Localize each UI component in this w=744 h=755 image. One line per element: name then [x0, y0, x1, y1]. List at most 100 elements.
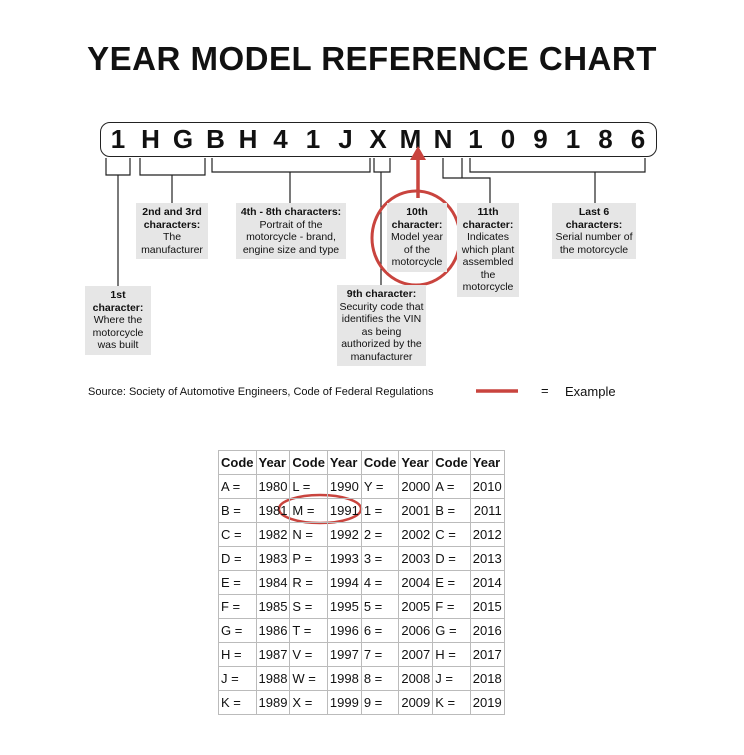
label-9th: 9th character: Security code that identif…	[337, 285, 426, 366]
year-cell: 1992	[326, 522, 362, 547]
column-header: Year	[326, 450, 362, 475]
code-cell: F =	[432, 594, 471, 619]
vin-char: 6	[630, 124, 646, 154]
year-cell: 2000	[398, 474, 434, 499]
source-text: Source: Society of Automotive Engineers,…	[88, 386, 434, 398]
year-cell: 1987	[255, 642, 291, 667]
vin-char: H	[238, 124, 258, 154]
year-cell: 2011	[469, 498, 505, 523]
arrow-head-icon	[410, 146, 426, 160]
code-cell: 1 =	[360, 498, 400, 523]
year-cell: 1980	[255, 474, 291, 499]
code-cell: V =	[289, 642, 328, 667]
code-cell: P =	[289, 546, 328, 571]
year-cell: 2014	[469, 570, 505, 595]
year-cell: 2010	[469, 474, 505, 499]
year-cell: 2005	[398, 594, 434, 619]
table-row: J = 1988 W = 1998 8 = 2008 J = 2018	[218, 666, 505, 691]
code-cell: 8 =	[360, 666, 400, 691]
label-10th: 10th character: Model year of the motorcy…	[387, 203, 447, 272]
label-1st: 1st character: Where the motorcycle was b…	[85, 286, 151, 355]
page-title: YEAR MODEL REFERENCE CHART	[87, 40, 657, 77]
year-cell: 1981	[255, 498, 291, 523]
code-cell: 7 =	[360, 642, 400, 667]
year-cell: 2007	[398, 642, 434, 667]
label-last6: Last 6 characters: Serial number of the m…	[552, 203, 636, 259]
code-cell: R =	[289, 570, 328, 595]
code-cell: 2 =	[360, 522, 400, 547]
code-cell: E =	[218, 570, 257, 595]
vin-char: H	[141, 124, 160, 154]
vin-char: G	[172, 124, 194, 154]
code-cell: T =	[289, 618, 328, 643]
legend-equals: =	[541, 383, 549, 398]
year-cell: 2009	[398, 690, 434, 715]
code-cell: X =	[289, 690, 328, 715]
table-row: E = 1984 R = 1994 4 = 2004 E = 2014	[218, 570, 505, 595]
year-cell: 2012	[469, 522, 505, 547]
vin-char: 4	[273, 124, 288, 154]
year-cell: 1985	[255, 594, 291, 619]
year-cell: 1988	[255, 666, 291, 691]
code-cell: K =	[218, 690, 257, 715]
code-cell: L =	[289, 474, 328, 499]
legend-label: Example	[565, 384, 616, 399]
vin-char: N	[433, 124, 453, 154]
code-cell: D =	[432, 546, 471, 571]
code-cell: E =	[432, 570, 471, 595]
code-cell: J =	[432, 666, 471, 691]
year-cell: 1993	[326, 546, 362, 571]
code-cell: A =	[432, 474, 471, 499]
code-cell: N =	[289, 522, 328, 547]
vin-char: 8	[598, 124, 613, 154]
code-cell: 4 =	[360, 570, 400, 595]
year-cell: 2013	[469, 546, 505, 571]
code-cell: A =	[218, 474, 257, 499]
code-cell: W =	[289, 666, 328, 691]
year-cell: 1984	[255, 570, 291, 595]
vin-char: 1	[305, 124, 321, 154]
year-cell: 2019	[469, 690, 505, 715]
table-row: B = 1981 M = 1991 1 = 2001 B = 2011	[218, 498, 505, 523]
table-row: G = 1986 T = 1996 6 = 2006 G = 2016	[218, 618, 505, 643]
year-cell: 2004	[398, 570, 434, 595]
bracket-2-3	[139, 158, 206, 204]
code-cell: 9 =	[360, 690, 400, 715]
code-cell: S =	[289, 594, 328, 619]
year-cell: 1983	[255, 546, 291, 571]
bracket-4-8	[211, 158, 371, 203]
column-header: Code	[289, 450, 328, 475]
column-header: Code	[218, 450, 257, 475]
year-cell: 1998	[326, 666, 362, 691]
column-header: Year	[469, 450, 505, 475]
year-cell: 1990	[326, 474, 362, 499]
vin-char: 1	[110, 124, 126, 154]
year-cell: 1991	[326, 498, 362, 523]
year-cell: 1986	[255, 618, 291, 643]
code-cell: H =	[218, 642, 257, 667]
year-cell: 2003	[398, 546, 434, 571]
year-cell: 2008	[398, 666, 434, 691]
bracket-last6	[469, 158, 646, 204]
column-header: Year	[398, 450, 434, 475]
label-2-3: 2nd and 3rd characters: The manufacturer	[136, 203, 208, 259]
year-cell: 2018	[469, 666, 505, 691]
vin-char: 0	[500, 124, 516, 154]
year-cell: 2001	[398, 498, 434, 523]
code-cell: B =	[218, 498, 257, 523]
code-cell: H =	[432, 642, 471, 667]
vin-char: 9	[533, 124, 548, 154]
vin-char: B	[206, 124, 225, 154]
code-cell: Y =	[360, 474, 400, 499]
year-cell: 2015	[469, 594, 505, 619]
table-row: D = 1983 P = 1993 3 = 2003 D = 2013	[218, 546, 505, 571]
column-header: Year	[255, 450, 291, 475]
code-cell: 5 =	[360, 594, 400, 619]
code-cell: J =	[218, 666, 257, 691]
code-cell: 3 =	[360, 546, 400, 571]
table-row: H = 1987 V = 1997 7 = 2007 H = 2017	[218, 642, 505, 667]
code-cell: M =	[289, 498, 328, 523]
year-cell: 1997	[326, 642, 362, 667]
column-header: Code	[360, 450, 400, 475]
